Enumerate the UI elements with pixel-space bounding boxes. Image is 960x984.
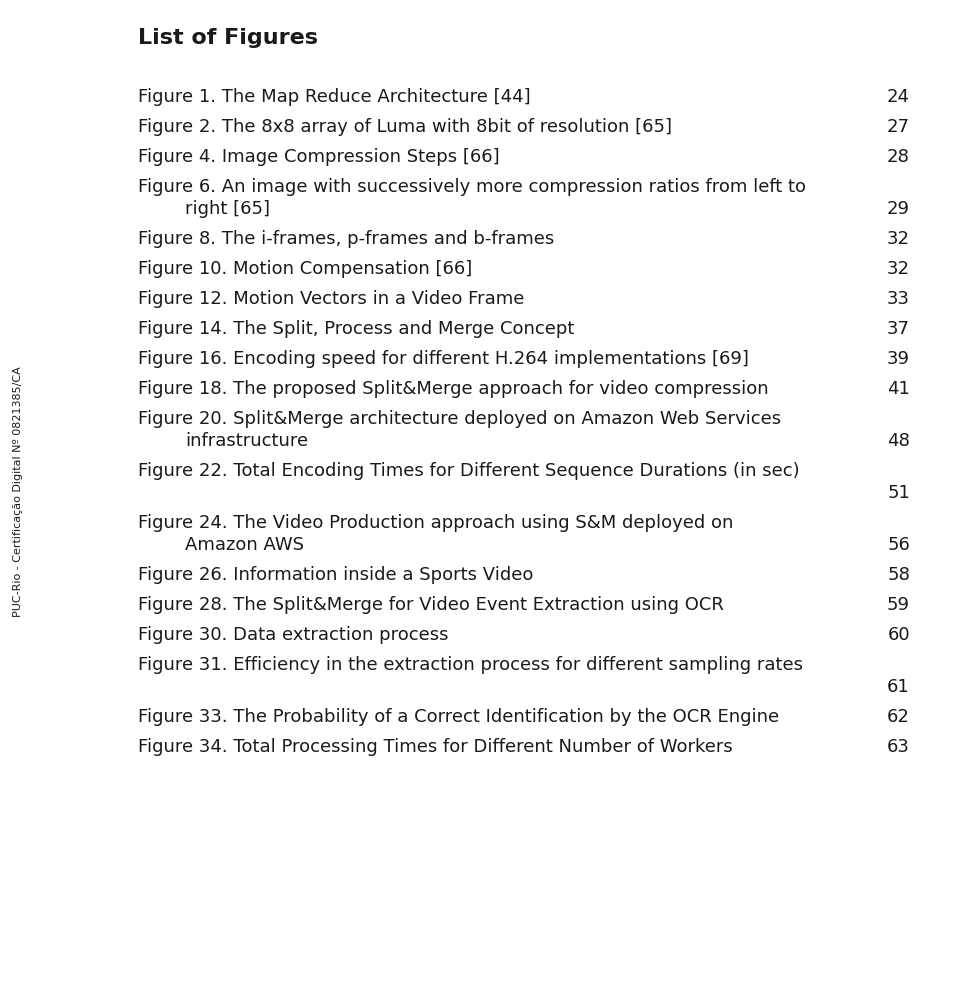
Text: Figure 10. Motion Compensation [66]: Figure 10. Motion Compensation [66] [138, 260, 472, 278]
Text: Figure 33. The Probability of a Correct Identification by the OCR Engine: Figure 33. The Probability of a Correct … [138, 708, 780, 726]
Text: 27: 27 [887, 118, 910, 136]
Text: Figure 4. Image Compression Steps [66]: Figure 4. Image Compression Steps [66] [138, 148, 499, 166]
Text: Figure 34. Total Processing Times for Different Number of Workers: Figure 34. Total Processing Times for Di… [138, 738, 732, 756]
Text: 37: 37 [887, 320, 910, 338]
Text: right [65]: right [65] [185, 200, 270, 218]
Text: 60: 60 [887, 626, 910, 644]
Text: Figure 30. Data extraction process: Figure 30. Data extraction process [138, 626, 448, 644]
Text: Figure 6. An image with successively more compression ratios from left to: Figure 6. An image with successively mor… [138, 178, 806, 196]
Text: 32: 32 [887, 260, 910, 278]
Text: Figure 8. The i-frames, p-frames and b-frames: Figure 8. The i-frames, p-frames and b-f… [138, 230, 554, 248]
Text: 62: 62 [887, 708, 910, 726]
Text: Figure 31. Efficiency in the extraction process for different sampling rates: Figure 31. Efficiency in the extraction … [138, 656, 803, 674]
Text: 39: 39 [887, 350, 910, 368]
Text: 48: 48 [887, 432, 910, 450]
Text: Figure 20. Split&Merge architecture deployed on Amazon Web Services: Figure 20. Split&Merge architecture depl… [138, 410, 781, 428]
Text: 32: 32 [887, 230, 910, 248]
Text: 58: 58 [887, 566, 910, 584]
Text: Figure 26. Information inside a Sports Video: Figure 26. Information inside a Sports V… [138, 566, 534, 584]
Text: 56: 56 [887, 536, 910, 554]
Text: List of Figures: List of Figures [138, 28, 318, 48]
Text: 61: 61 [887, 678, 910, 696]
Text: 41: 41 [887, 380, 910, 398]
Text: PUC-Rio - Certificação Digital Nº 0821385/CA: PUC-Rio - Certificação Digital Nº 082138… [13, 367, 23, 617]
Text: Figure 1. The Map Reduce Architecture [44]: Figure 1. The Map Reduce Architecture [4… [138, 88, 531, 106]
Text: Figure 2. The 8x8 array of Luma with 8bit of resolution [65]: Figure 2. The 8x8 array of Luma with 8bi… [138, 118, 672, 136]
Text: Figure 18. The proposed Split&Merge approach for video compression: Figure 18. The proposed Split&Merge appr… [138, 380, 769, 398]
Text: 63: 63 [887, 738, 910, 756]
Text: Figure 14. The Split, Process and Merge Concept: Figure 14. The Split, Process and Merge … [138, 320, 574, 338]
Text: 28: 28 [887, 148, 910, 166]
Text: Figure 22. Total Encoding Times for Different Sequence Durations (in sec): Figure 22. Total Encoding Times for Diff… [138, 462, 800, 480]
Text: Figure 16. Encoding speed for different H.264 implementations [69]: Figure 16. Encoding speed for different … [138, 350, 749, 368]
Text: 59: 59 [887, 596, 910, 614]
Text: Figure 12. Motion Vectors in a Video Frame: Figure 12. Motion Vectors in a Video Fra… [138, 290, 524, 308]
Text: Figure 24. The Video Production approach using S&M deployed on: Figure 24. The Video Production approach… [138, 514, 733, 532]
Text: 51: 51 [887, 484, 910, 502]
Text: 33: 33 [887, 290, 910, 308]
Text: infrastructure: infrastructure [185, 432, 308, 450]
Text: Amazon AWS: Amazon AWS [185, 536, 304, 554]
Text: 29: 29 [887, 200, 910, 218]
Text: 24: 24 [887, 88, 910, 106]
Text: Figure 28. The Split&Merge for Video Event Extraction using OCR: Figure 28. The Split&Merge for Video Eve… [138, 596, 724, 614]
